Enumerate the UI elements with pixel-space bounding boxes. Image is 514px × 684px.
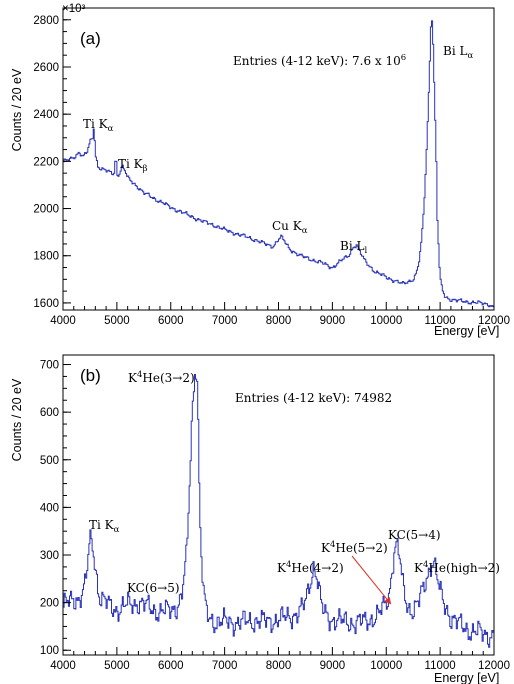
annotation-ti-kalpha-a: Ti Kα xyxy=(83,117,114,134)
y-tick-label: 400 xyxy=(40,502,59,514)
x-tick-label: 5000 xyxy=(104,660,130,672)
x-tick-label: 12000 xyxy=(478,660,510,672)
panel-a-x-label: Energy [eV] xyxy=(434,324,499,338)
y-tick-label: 500 xyxy=(40,455,59,467)
y-tick-label: 700 xyxy=(40,360,59,372)
x-tick-label: 9000 xyxy=(320,315,346,327)
panel-a-y-label: Counts / 20 eV xyxy=(10,68,24,151)
y-tick-label: 1600 xyxy=(33,298,59,310)
x-tick-label: 6000 xyxy=(158,660,184,672)
x-tick-label: 11000 xyxy=(425,660,456,672)
x-tick-label: 11000 xyxy=(425,315,456,327)
x-tick-label: 8000 xyxy=(266,660,292,672)
x-tick-label: 4000 xyxy=(50,315,76,327)
panel-b-y-label: Counts / 20 eV xyxy=(10,378,24,461)
annotation-ti-kbeta-a: Ti Kβ xyxy=(118,157,148,174)
x-tick-label: 8000 xyxy=(266,315,292,327)
panel-b-y-ticks: 100 200 300 400 500 600 700 xyxy=(40,360,71,657)
x-tick-label: 4000 xyxy=(50,660,76,672)
x-tick-label: 7000 xyxy=(212,660,238,672)
panel-a-entries: Entries (4-12 keV): 7.6 x 106 xyxy=(233,53,406,68)
panel-a-x-ticks: 4000 5000 6000 7000 8000 9000 10000 11000 12000 xyxy=(50,302,510,327)
panel-b-entries: Entries (4-12 keV): 74982 xyxy=(235,391,392,405)
annotation-kc-5-4-b: KC(5→4) xyxy=(388,528,441,542)
annotation-khe-3-2-b: K4He(3→2) xyxy=(128,370,195,385)
panel-a-label: (a) xyxy=(80,29,101,48)
panel-b-label: (b) xyxy=(80,366,101,385)
x-tick-label: 7000 xyxy=(212,315,238,327)
y-tick-label: 600 xyxy=(40,407,59,419)
panel-a-histogram xyxy=(63,20,494,308)
y-tick-label: 300 xyxy=(40,550,59,562)
x-tick-label: 12000 xyxy=(478,315,510,327)
y-tick-label: 200 xyxy=(40,598,59,610)
annotation-bi-lalpha-a: Bi Lα xyxy=(443,44,473,61)
panel-a-y-ticks: 1600 1800 2000 2200 2400 2600 2800 xyxy=(33,7,71,310)
y-tick-label: 2800 xyxy=(33,15,59,27)
x-tick-label: 10000 xyxy=(370,315,402,327)
x-tick-label: 10000 xyxy=(370,660,402,672)
annotation-khe-high-2-b: K4He(high→2) xyxy=(414,560,500,575)
y-tick-label: 2600 xyxy=(33,62,59,74)
panel-a-y-multiplier: ×10³ xyxy=(62,3,86,15)
annotation-ti-kalpha-b: Ti Kα xyxy=(89,518,120,535)
annotation-khe-5-2-b: K4He(5→2) xyxy=(321,540,388,555)
x-tick-label: 6000 xyxy=(158,315,184,327)
annotation-kc-6-5-b: KC(6→5) xyxy=(127,581,180,595)
x-tick-label: 5000 xyxy=(104,315,130,327)
y-tick-label: 2200 xyxy=(33,156,59,168)
y-tick-label: 100 xyxy=(40,645,59,657)
y-tick-label: 1800 xyxy=(33,251,59,263)
annotation-khe-4-2-b: K4He(4→2) xyxy=(277,560,344,575)
panel-b: 4000 5000 6000 7000 8000 9000 10000 11000 12000 … xyxy=(10,354,510,684)
arrow-khe-5-2 xyxy=(351,555,392,605)
panel-b-histogram xyxy=(63,374,494,648)
panel-b-x-label: Energy [eV] xyxy=(434,671,499,684)
panel-a: 4000 5000 6000 7000 8000 9000 10000 11000 12000 … xyxy=(10,3,510,338)
panel-b-x-ticks: 4000 5000 6000 7000 8000 9000 10000 11000 12000 xyxy=(50,647,510,672)
y-tick-label: 2000 xyxy=(33,204,59,216)
x-tick-label: 9000 xyxy=(320,660,346,672)
annotation-cu-kalpha-a: Cu Kα xyxy=(272,219,308,236)
annotation-bi-ll-a: Bi Ll xyxy=(340,239,367,256)
y-tick-label: 2400 xyxy=(33,109,59,121)
